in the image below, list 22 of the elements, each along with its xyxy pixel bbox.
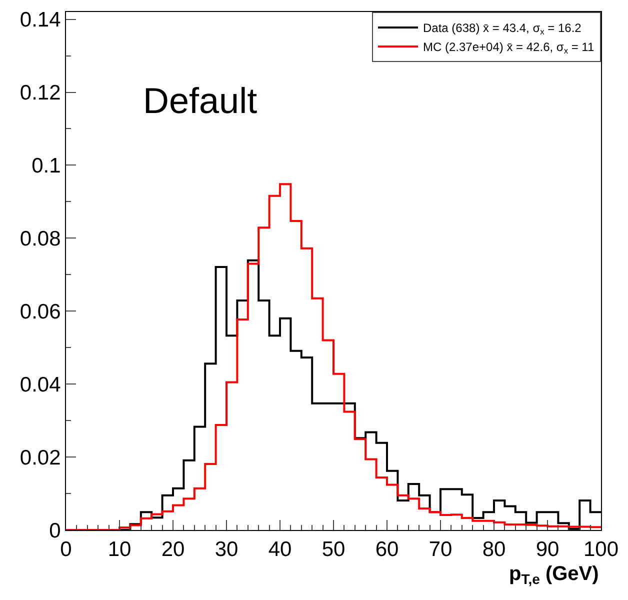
x-tick-label: 30: [214, 538, 238, 562]
x-tick-label: 80: [482, 538, 506, 562]
y-tick-label: 0.04: [20, 373, 62, 396]
y-tick-label: 0: [49, 519, 61, 542]
x-tick-label: 50: [322, 538, 346, 562]
annotation: Default: [143, 80, 258, 121]
x-tick-label: 60: [375, 538, 399, 562]
x-tick-label: 100: [583, 538, 619, 562]
x-axis-title: p$_{T,e}$ (GeV): [509, 563, 599, 588]
y-tick-label: 0.12: [20, 82, 61, 105]
x-tick-label: 20: [161, 538, 185, 562]
x-tick-label: 70: [428, 538, 452, 562]
x-tick-label: 10: [108, 538, 132, 562]
y-tick-label: 0.02: [20, 446, 61, 470]
y-tick-label: 0.06: [20, 300, 61, 324]
legend-label: Data (638) x̄ = 43.4, σ$_{x}$ = 16.2: [423, 21, 582, 37]
x-tick-label: 90: [536, 538, 560, 562]
x-tick-label: 40: [268, 538, 292, 562]
y-tick-label: 0.1: [32, 154, 61, 178]
y-tick-label: 0.08: [20, 228, 61, 251]
legend-label: MC (2.37e+04) x̄ = 42.6, σ$_{x}$ = 11: [423, 40, 594, 56]
y-tick-label: 0.14: [20, 8, 62, 32]
